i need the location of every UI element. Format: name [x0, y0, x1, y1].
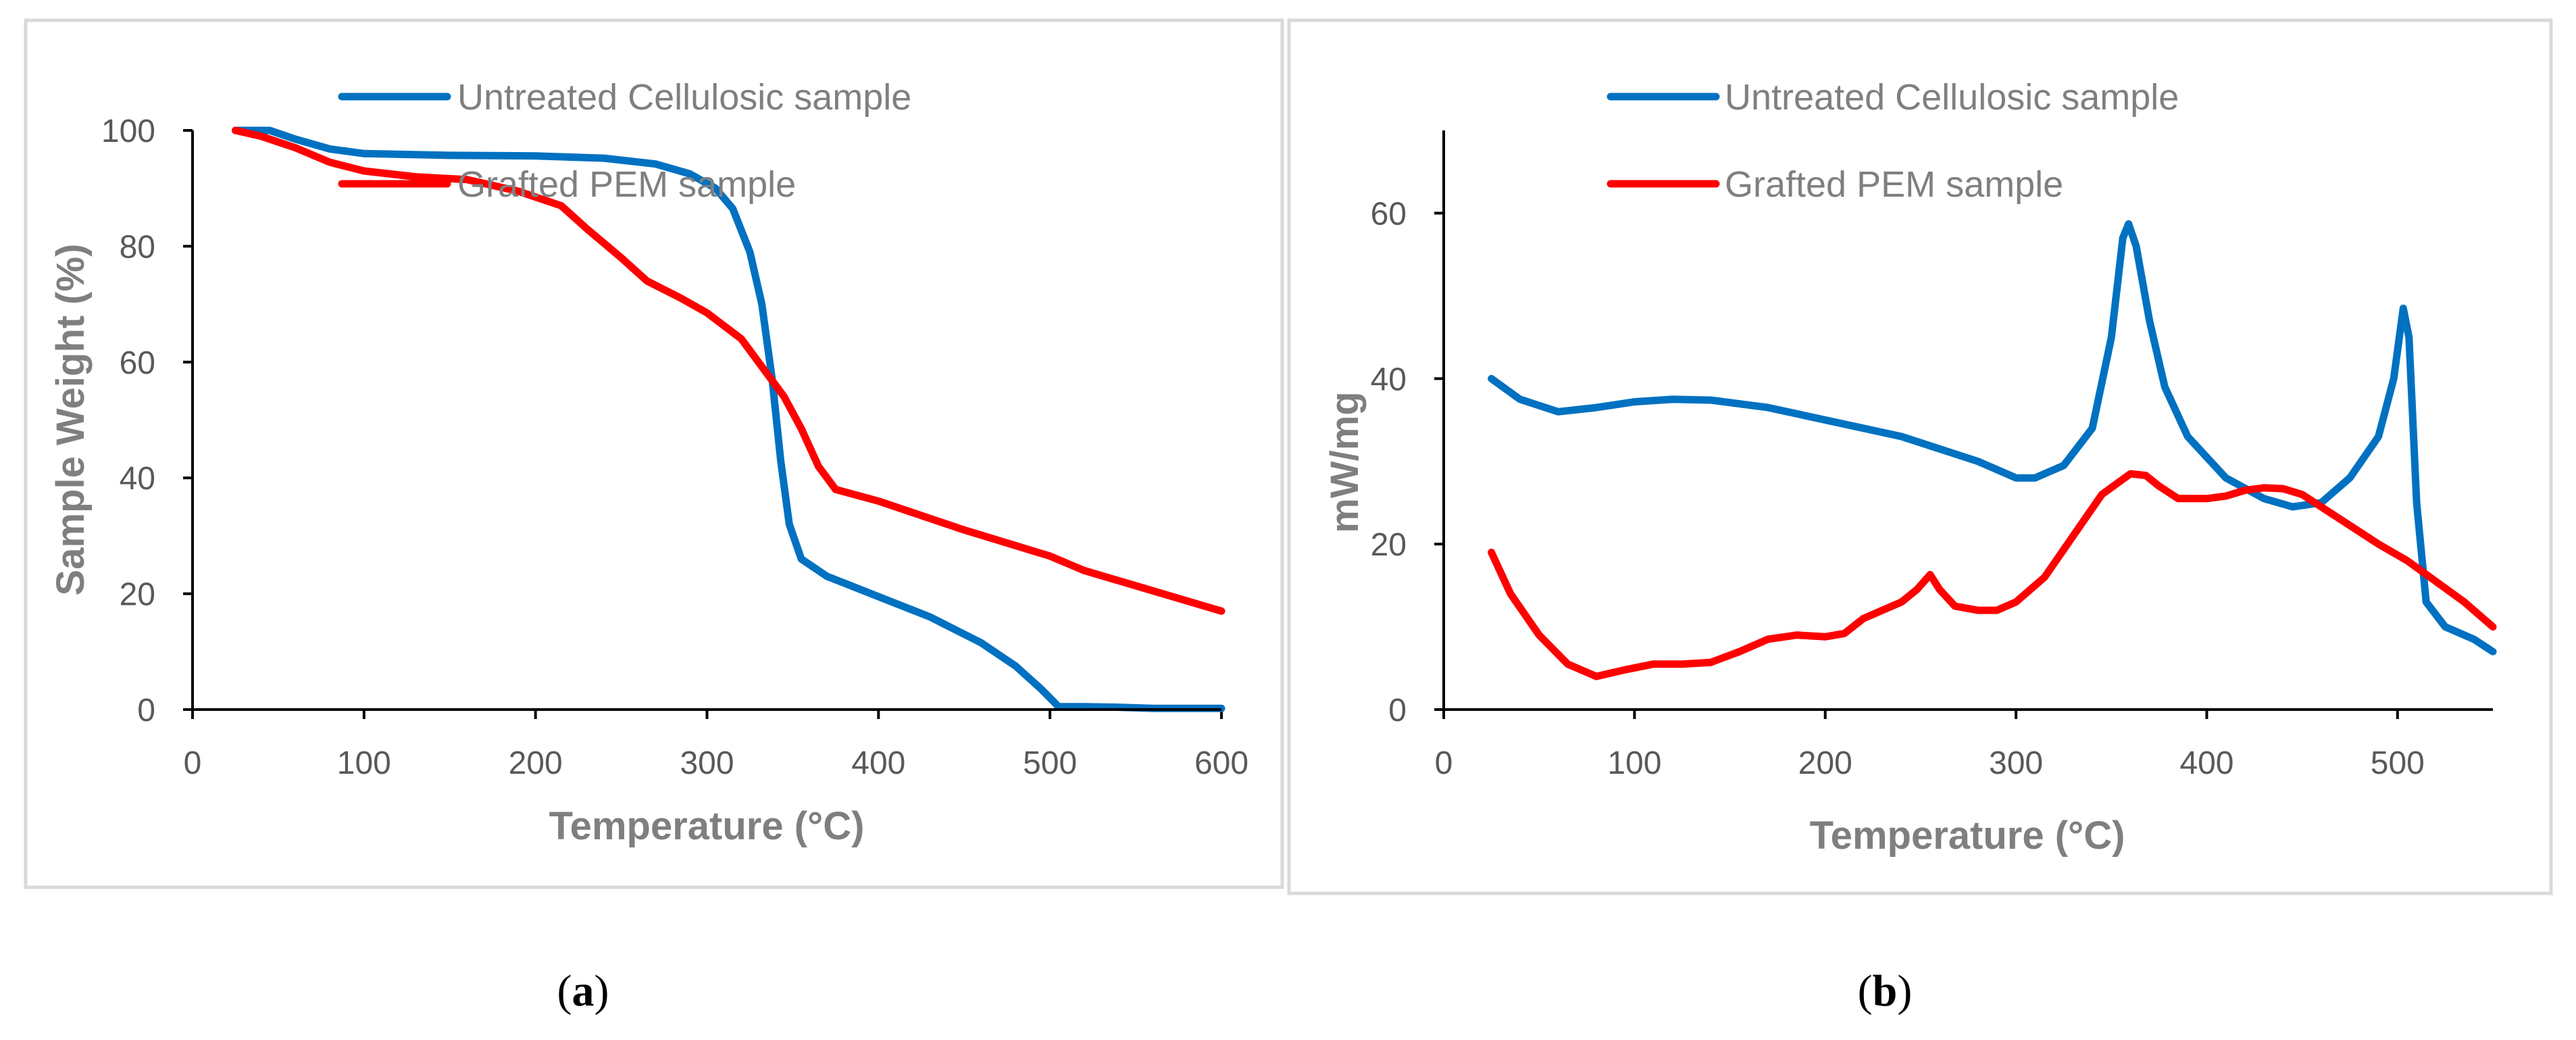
panel-a-legend: Untreated Cellulosic sample Grafted PEM …	[338, 77, 911, 205]
panel-a-caption-close: )	[595, 966, 609, 1016]
panel-b-ticks: 0 100 200 300 400 500 0 20 40 60	[1371, 196, 2425, 781]
panel-b-legend: Untreated Cellulosic sample Grafted PEM …	[1607, 77, 2179, 205]
panel-a-x-tick-label: 100	[337, 745, 391, 781]
panel-a-x-tick-label: 400	[851, 745, 905, 781]
panel-b-y-tick-label: 0	[1388, 693, 1407, 728]
panel-b-series-grafted-pem-sample	[1488, 470, 2497, 680]
panel-a-weight-chart: 0 100 200 300 400 500 600 0 20 40 60 80 100 Temperat…	[24, 18, 1284, 1016]
panel-b-caption-open: (	[1858, 966, 1873, 1016]
panel-a-series-group	[232, 126, 1226, 712]
panel-a-x-tick-label: 300	[680, 745, 734, 781]
panel-a-x-tick-label: 0	[184, 745, 202, 781]
panel-b-x-tick-label: 100	[1607, 745, 1661, 781]
panel-b-x-tick-label: 500	[2371, 745, 2425, 781]
panel-a-x-axis-title: Temperature (°C)	[549, 804, 865, 848]
panel-a-x-tick-label: 200	[509, 745, 563, 781]
panel-a-caption-open: (	[557, 966, 572, 1016]
panel-b-caption-letter: b	[1873, 966, 1898, 1016]
panel-b-y-axis-title: mW/mg	[1323, 391, 1367, 533]
panel-a-legend-label-grafted: Grafted PEM sample	[457, 164, 796, 205]
panel-b-frame	[1287, 18, 2553, 895]
panel-b-y-tick-label: 40	[1371, 362, 1407, 397]
panel-b-x-tick-label: 300	[1989, 745, 2043, 781]
panel-a-caption-letter: a	[572, 966, 595, 1016]
panel-b-caption: (b)	[1858, 966, 1913, 1016]
panel-b-x-tick-label: 200	[1798, 745, 1852, 781]
panel-a-series-grafted-pem-sample	[232, 126, 1226, 615]
panel-a-frame	[24, 18, 1284, 889]
panel-a-legend-label-untreated: Untreated Cellulosic sample	[457, 77, 911, 118]
panel-b-dsc-chart: 0 100 200 300 400 500 0 20 40 60 Temperature (°C)…	[1287, 18, 2553, 1016]
panel-a-x-tick-label: 600	[1194, 745, 1248, 781]
panel-b-x-tick-label: 0	[1435, 745, 1453, 781]
panel-a-caption: (a)	[557, 966, 609, 1016]
panel-a-x-tick-label: 500	[1023, 745, 1077, 781]
panel-a-y-tick-label: 40	[120, 461, 155, 497]
panel-b-legend-label-untreated: Untreated Cellulosic sample	[1725, 77, 2179, 118]
panel-b-legend-label-grafted: Grafted PEM sample	[1725, 164, 2063, 205]
panel-b-series-group	[1488, 220, 2497, 680]
panel-a-ticks: 0 100 200 300 400 500 600 0 20 40 60 80 100	[101, 114, 1248, 781]
panel-a-y-tick-label: 80	[120, 229, 155, 265]
panel-b-caption-close: )	[1897, 966, 1912, 1016]
panel-a-y-tick-label: 0	[137, 693, 155, 728]
panel-a-y-tick-label: 100	[101, 114, 155, 149]
panel-b-y-tick-label: 60	[1371, 196, 1407, 232]
panel-b-x-tick-label: 400	[2179, 745, 2233, 781]
panel-a-y-axis-title: Sample Weight (%)	[49, 244, 93, 596]
panel-b-y-tick-label: 20	[1371, 527, 1407, 563]
panel-a-y-tick-label: 60	[120, 345, 155, 381]
panel-b-x-axis-title: Temperature (°C)	[1810, 814, 2125, 858]
panel-a-y-tick-label: 20	[120, 577, 155, 613]
panel-b-series-untreated-cellulosic-sample	[1488, 220, 2497, 655]
